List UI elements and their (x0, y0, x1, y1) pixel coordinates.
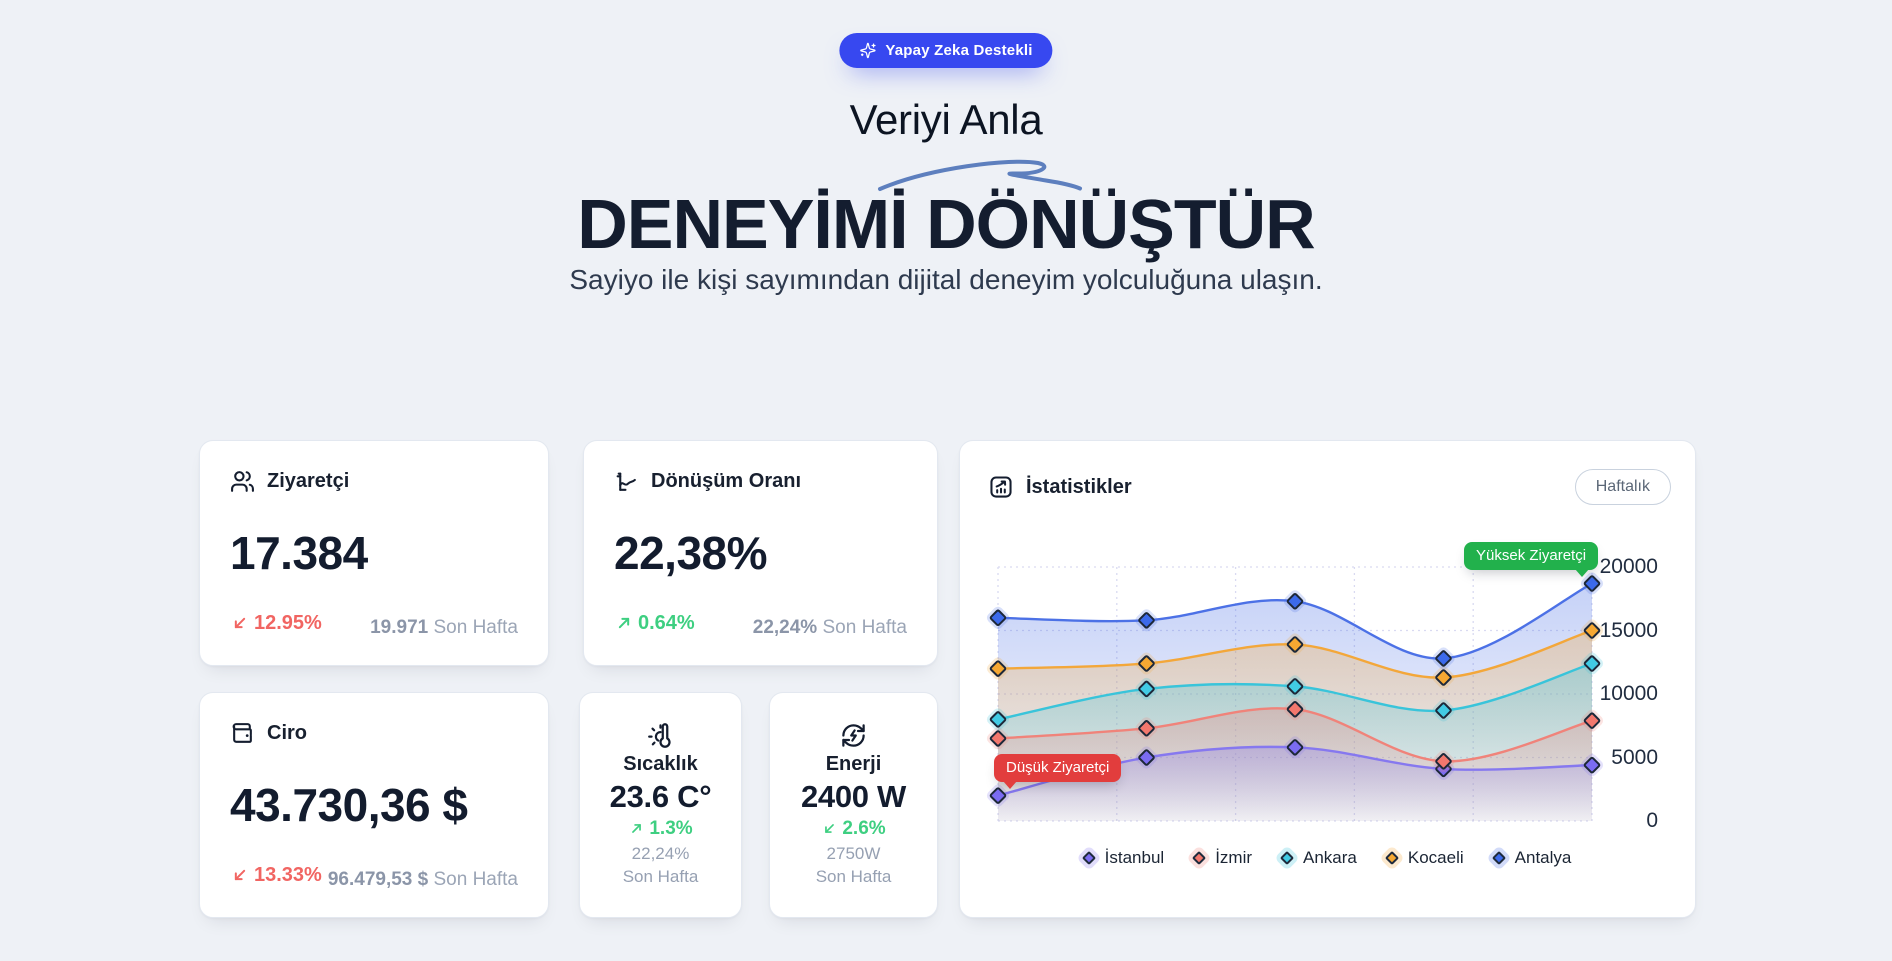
arrow-down-left-icon (234, 869, 246, 881)
statistics-title: İstatistikler (1026, 475, 1132, 498)
previous-week-value: 22,24% Son Hafta (622, 843, 699, 886)
legend-diamond-icon (1384, 850, 1399, 866)
trend-label: 12.95% (254, 611, 322, 634)
trend-label: 13.33% (254, 863, 322, 886)
arrow-up-right-icon (618, 617, 630, 629)
card-title: Enerji (825, 752, 882, 775)
period-selector-button[interactable]: Haftalık (1574, 469, 1671, 505)
legend-label: Ankara (1303, 848, 1357, 867)
trend-label: 0.64% (638, 611, 695, 634)
card-title: Ziyaretçi (267, 470, 350, 492)
ai-powered-badge-label: Yapay Zeka Destekli (885, 42, 1033, 59)
y-axis-label: 10000 (1599, 682, 1658, 705)
legend-diamond-icon (1491, 850, 1506, 866)
energy-value: 2400 W (800, 778, 907, 814)
trend-indicator: 2.6% (821, 817, 886, 840)
energy-cycle-icon (842, 723, 865, 747)
squiggle-decoration (878, 159, 1082, 191)
trend-indicator: 1.3% (628, 817, 693, 840)
card-title: Sıcaklık (623, 752, 698, 775)
users-icon (231, 471, 254, 492)
arrow-up-right-icon (632, 824, 642, 833)
card-title: Ciro (267, 722, 307, 744)
y-axis-label: 0 (1646, 809, 1658, 832)
legend-item[interactable]: Kocaeli (1384, 848, 1464, 868)
legend-label: İstanbul (1104, 848, 1165, 867)
visitors-card: Ziyaretçi 17.384 12.95% 19.971 Son Hafta (199, 440, 549, 666)
card-title: Dönüşüm Oranı (651, 470, 802, 492)
revenue-value: 43.730,36 $ (230, 778, 468, 831)
legend-item[interactable]: İzmir (1192, 848, 1253, 868)
legend-item[interactable]: Antalya (1491, 848, 1572, 868)
conversion-rate-value: 22,38% (614, 526, 768, 579)
ai-powered-badge: Yapay Zeka Destekli (839, 33, 1053, 68)
chart-square-icon (990, 476, 1012, 498)
previous-week-value: 2750W Son Hafta (815, 843, 892, 886)
trend-label: 1.3% (649, 817, 693, 839)
legend-item[interactable]: İstanbul (1081, 848, 1165, 868)
y-axis-label: 15000 (1599, 618, 1658, 642)
y-axis-label: 20000 (1599, 555, 1658, 578)
legend-diamond-icon (1192, 850, 1207, 866)
arrow-down-left-icon (825, 824, 835, 833)
hero-title-big: DENEYİMİ DÖNÜŞTÜR (577, 185, 1315, 263)
trend-indicator: 12.95% (230, 612, 322, 635)
temperature-card: Sıcaklık 23.6 C° 1.3% 22,24% Son Hafta (579, 692, 742, 918)
legend-label: Kocaeli (1407, 848, 1464, 867)
sparkles-icon (860, 42, 876, 59)
legend-diamond-icon (1081, 850, 1096, 866)
thermometer-sun-icon (648, 722, 671, 748)
hero-subtitle: Sayiyo ile kişi sayımından dijital deney… (569, 264, 1323, 295)
previous-week-value: 96.479,53 $ Son Hafta (327, 869, 518, 890)
previous-week-value: 22,24% Son Hafta (752, 617, 907, 638)
visitors-value: 17.384 (230, 526, 368, 579)
previous-week-value: 19.971 Son Hafta (370, 617, 518, 638)
annotation-pointer (1575, 568, 1590, 577)
annotation-pointer (1003, 780, 1017, 789)
arrow-down-left-icon (234, 617, 246, 629)
trend-label: 2.6% (842, 817, 886, 839)
temperature-value: 23.6 C° (609, 778, 712, 814)
annotation-high-visitors: Yüksek Ziyaretçi (1464, 541, 1599, 577)
line-chart-icon (616, 472, 636, 491)
legend-item[interactable]: Ankara (1279, 848, 1357, 868)
legend-label: Antalya (1514, 848, 1572, 867)
legend-diamond-icon (1279, 850, 1295, 866)
trend-indicator: 13.33% (230, 864, 322, 887)
y-axis-label: 5000 (1611, 745, 1658, 769)
trend-indicator: 0.64% (614, 612, 695, 635)
legend-label: İzmir (1215, 848, 1253, 867)
stats-chart (986, 566, 1604, 822)
statistics-card: İstatistikler Haftalık İstanbul İzmir Anka… (959, 440, 1696, 918)
wallet-icon (232, 723, 252, 743)
energy-card: Enerji 2400 W 2.6% 2750W Son Hafta (769, 692, 938, 918)
annotation-low-visitors: Düşük Ziyaretçi (994, 753, 1122, 789)
revenue-card: Ciro 43.730,36 $ 13.33% 96.479,53 $ Son … (199, 692, 549, 918)
chart-legend: İstanbul İzmir Ankara Kocaeli Antalya (960, 841, 1695, 875)
conversion-rate-card: Dönüşüm Oranı 22,38% 0.64% 22,24% Son Ha… (583, 440, 938, 666)
hero-title-small: Veriyi Anla (849, 96, 1043, 143)
